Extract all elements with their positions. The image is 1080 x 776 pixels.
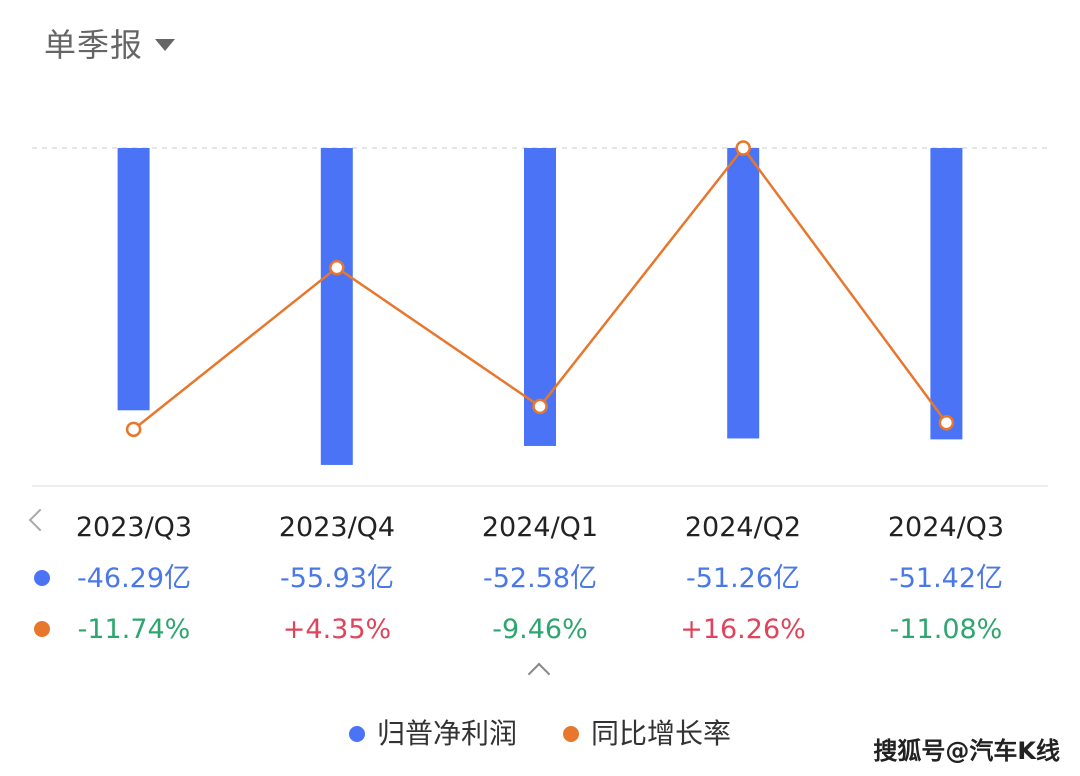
growth-value: -9.46% bbox=[492, 614, 588, 645]
profit-value: -51.42亿 bbox=[888, 563, 1004, 594]
growth-value: +4.35% bbox=[282, 614, 392, 645]
growth-value: +16.26% bbox=[680, 614, 806, 645]
profit-bar[interactable] bbox=[320, 148, 353, 465]
profit-value: -51.26亿 bbox=[685, 563, 801, 594]
legend-item-profit[interactable]: 归普净利润 bbox=[348, 712, 517, 756]
profit-row: -46.29亿 -55.93亿 -52.58亿 -51.26亿 -51.42亿 bbox=[0, 557, 1080, 601]
legend-label-profit: 归普净利润 bbox=[376, 717, 517, 750]
legend-item-growth[interactable]: 同比增长率 bbox=[563, 712, 731, 756]
profit-bar[interactable] bbox=[117, 148, 150, 411]
growth-value: -11.74% bbox=[77, 614, 191, 645]
caret-down-icon bbox=[155, 39, 176, 51]
report-period-label: 单季报 bbox=[44, 26, 144, 64]
profit-series-dot bbox=[34, 570, 50, 586]
period-label: 2024/Q1 bbox=[481, 512, 599, 543]
period-label: 2024/Q3 bbox=[887, 512, 1005, 543]
period-label: 2023/Q4 bbox=[278, 512, 396, 543]
profit-value: -55.93亿 bbox=[279, 563, 395, 594]
bar-line-chart bbox=[32, 140, 1048, 487]
profit-bar[interactable] bbox=[524, 148, 556, 446]
period-label: 2024/Q2 bbox=[684, 512, 802, 543]
growth-point[interactable] bbox=[532, 398, 548, 415]
report-period-dropdown[interactable]: 单季报 bbox=[44, 20, 176, 66]
profit-bar[interactable] bbox=[930, 148, 963, 440]
growth-point[interactable] bbox=[125, 421, 142, 438]
growth-point[interactable] bbox=[735, 140, 751, 156]
growth-value: -11.08% bbox=[889, 614, 1003, 645]
legend-dot-profit bbox=[348, 726, 365, 742]
growth-point[interactable] bbox=[938, 414, 955, 431]
chevron-up-icon[interactable] bbox=[527, 662, 551, 686]
legend-dot-growth bbox=[563, 726, 579, 742]
watermark: 搜狐号@汽车K线 bbox=[873, 737, 1060, 765]
profit-value: -52.58亿 bbox=[482, 563, 598, 594]
period-label: 2023/Q3 bbox=[75, 512, 193, 543]
growth-point[interactable] bbox=[329, 259, 345, 276]
period-row: 2023/Q3 2023/Q4 2024/Q1 2024/Q2 2024/Q3 bbox=[0, 506, 1080, 550]
legend-label-growth: 同比增长率 bbox=[591, 717, 732, 750]
growth-row: -11.74% +4.35% -9.46% +16.26% -11.08% bbox=[0, 608, 1080, 652]
profit-value: -46.29亿 bbox=[76, 563, 192, 594]
growth-series-dot bbox=[34, 621, 50, 637]
chart-legend: 归普净利润 同比增长率 bbox=[0, 712, 1080, 756]
profit-bar[interactable] bbox=[727, 148, 760, 439]
